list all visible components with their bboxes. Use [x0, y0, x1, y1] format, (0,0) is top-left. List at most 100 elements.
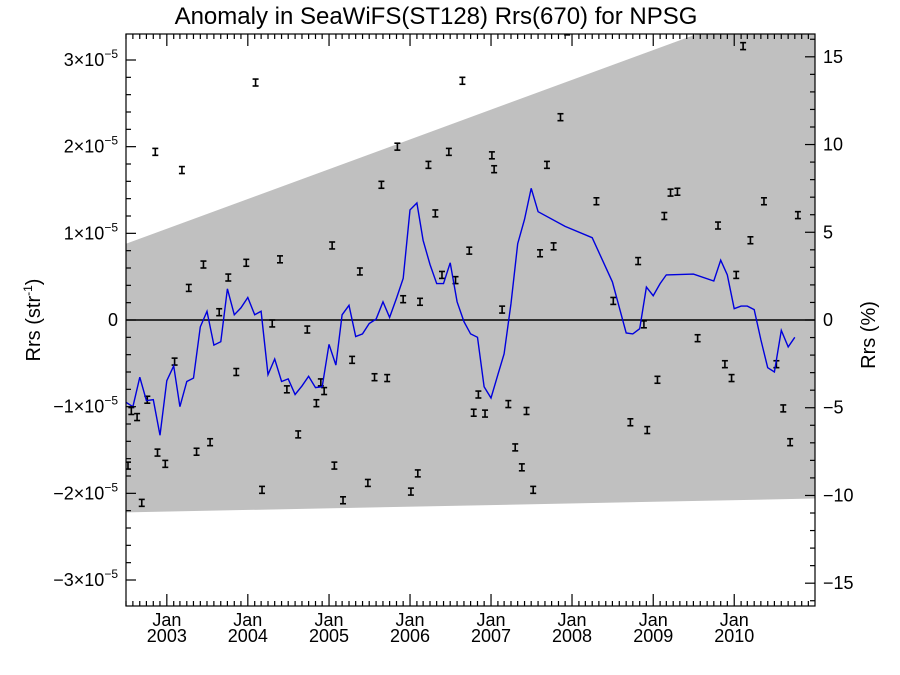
data-point [425, 160, 432, 170]
y-tick-label-right: 5 [823, 222, 833, 242]
x-tick-label-year: 2006 [390, 626, 430, 646]
data-point [499, 305, 506, 314]
y-tick-label-right: −10 [823, 485, 854, 505]
x-tick-label-year: 2007 [471, 626, 511, 646]
data-point [329, 241, 336, 250]
data-point [505, 399, 512, 409]
trend-line [126, 188, 796, 436]
y-tick-label-left: 2×10−5 [64, 134, 119, 157]
data-point [193, 447, 200, 457]
data-point [417, 297, 424, 307]
y-tick-label-left: −3×10−5 [53, 567, 118, 590]
data-point [432, 209, 439, 218]
data-point [171, 357, 178, 366]
x-tick-label-year: 2009 [633, 626, 673, 646]
data-point [331, 461, 338, 470]
x-tick-label-year: 2008 [552, 626, 592, 646]
data-point [459, 76, 466, 86]
data-point [550, 242, 557, 251]
data-point [728, 373, 735, 383]
data-point [394, 142, 401, 151]
data-point [694, 333, 701, 343]
y-tick-label-right: −15 [823, 573, 854, 593]
data-point [543, 160, 550, 170]
data-point [491, 164, 498, 174]
data-point [530, 485, 537, 495]
data-point [787, 437, 794, 447]
data-point [715, 221, 722, 230]
data-point [259, 485, 266, 495]
data-points [126, 34, 801, 508]
data-point [276, 255, 283, 264]
data-point [667, 188, 674, 197]
y-tick-label-left: 1×10−5 [64, 220, 119, 243]
x-tick-label-month: Jan [477, 610, 506, 630]
data-point [488, 151, 495, 160]
data-point [400, 294, 407, 304]
data-point [674, 187, 681, 196]
y-tick-label-left: −2×10−5 [53, 480, 118, 503]
x-tick-label-year: 2010 [714, 626, 754, 646]
data-point [414, 469, 421, 478]
data-point [760, 197, 767, 206]
data-point [733, 270, 740, 280]
data-point [321, 386, 328, 396]
data-point [445, 147, 452, 157]
data-point [378, 180, 385, 190]
data-point [438, 270, 445, 280]
data-point [225, 273, 232, 282]
data-point [356, 267, 363, 276]
y-axis-label-left: Rrs (str-1) [21, 279, 45, 362]
data-point [154, 448, 161, 457]
data-point [216, 307, 223, 317]
data-point [740, 41, 747, 51]
data-point [283, 385, 290, 394]
data-point [185, 283, 192, 293]
data-point [152, 147, 159, 157]
data-point [243, 258, 250, 268]
data-point [407, 487, 414, 496]
y-axis-label-left-sup: -1 [21, 285, 35, 296]
data-point [126, 461, 131, 470]
data-point [252, 78, 259, 87]
uncertainty-envelope [126, 34, 815, 513]
data-point [304, 325, 311, 334]
y-tick-label-left: 3×10−5 [64, 47, 119, 70]
data-point [661, 211, 668, 221]
x-tick-label-month: Jan [396, 610, 425, 630]
x-tick-label-month: Jan [152, 610, 181, 630]
x-tick-label-year: 2003 [147, 626, 187, 646]
data-point [780, 404, 787, 413]
data-point [482, 409, 489, 418]
data-point [466, 246, 473, 255]
y-axis-label-left-base: Rrs (str [23, 296, 45, 362]
data-point [384, 373, 391, 383]
data-point [371, 372, 378, 382]
data-point [644, 425, 651, 435]
axes: 3×10−5 2×10−5 1×10−5 0 −1×10−5 −2×10−5 −3×10−5… [53, 33, 854, 646]
x-tick-label-month: Jan [720, 610, 749, 630]
y-axis-label-left-tail: ) [23, 279, 45, 286]
data-point [610, 296, 617, 306]
data-point [162, 459, 169, 469]
data-point [178, 165, 185, 175]
data-point [295, 430, 302, 439]
x-tick-label-year: 2004 [228, 626, 268, 646]
x-tick-label-month: Jan [558, 610, 587, 630]
data-point [313, 398, 320, 408]
data-point [470, 408, 477, 418]
data-point [635, 256, 642, 266]
data-point [200, 260, 207, 269]
data-point [475, 390, 482, 399]
data-point [627, 417, 634, 427]
data-point [138, 498, 145, 508]
x-tick-label-month: Jan [233, 610, 262, 630]
x-tick-label-month: Jan [315, 610, 344, 630]
data-point [349, 355, 356, 365]
data-point [269, 319, 276, 328]
y-tick-label-right: 15 [823, 47, 843, 67]
data-point [207, 437, 214, 447]
y-tick-label-right: 10 [823, 135, 843, 155]
data-point [721, 359, 728, 369]
